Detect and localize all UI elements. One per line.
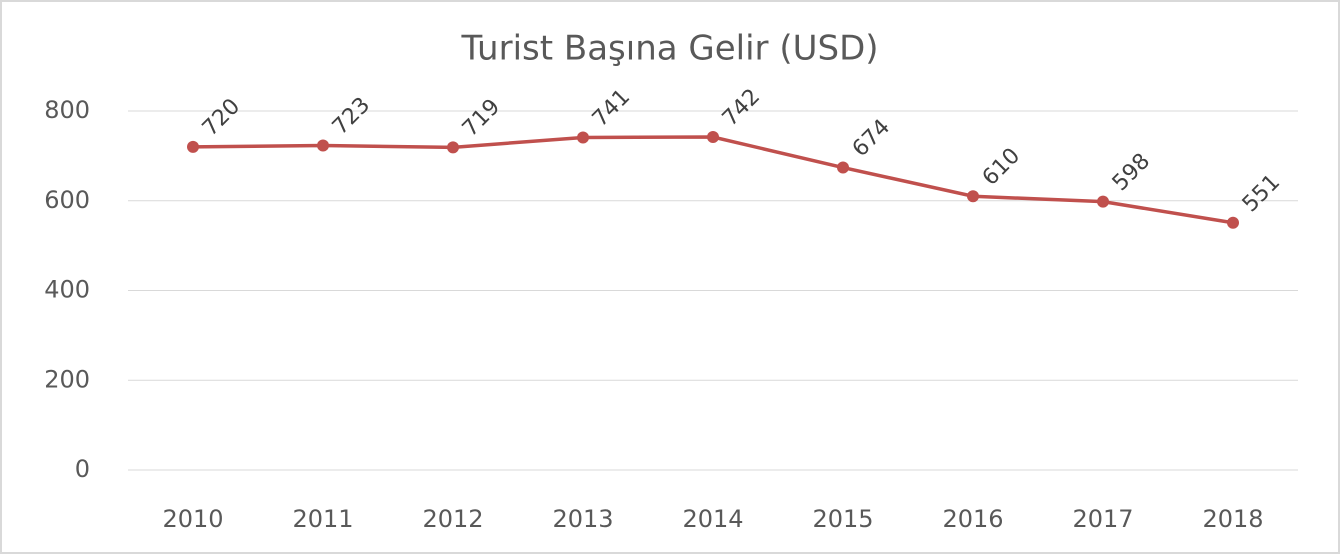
x-tick-label: 2015 <box>812 505 873 533</box>
point <box>1097 195 1109 208</box>
x-tick-label: 2011 <box>292 505 353 533</box>
x-tick-label: 2014 <box>682 505 743 533</box>
y-tick-label: 600 <box>44 186 90 214</box>
y-tick-label: 0 <box>75 455 90 483</box>
x-tick-label: 2018 <box>1202 505 1263 533</box>
point <box>187 140 199 153</box>
point <box>447 141 459 154</box>
x-tick-label: 2012 <box>422 505 483 533</box>
chart-title: Turist Başına Gelir (USD) <box>460 29 878 69</box>
y-tick-label: 800 <box>44 96 90 124</box>
y-tick-label: 200 <box>44 365 90 393</box>
point <box>577 131 589 144</box>
x-tick-label: 2017 <box>1072 505 1133 533</box>
point <box>1227 216 1239 229</box>
x-tick-label: 2016 <box>942 505 1003 533</box>
point <box>317 139 329 152</box>
y-tick-label: 400 <box>44 276 90 304</box>
point <box>967 190 979 203</box>
point <box>837 161 849 174</box>
x-tick-label: 2010 <box>162 505 223 533</box>
point <box>707 131 719 144</box>
x-tick-label: 2013 <box>552 505 613 533</box>
